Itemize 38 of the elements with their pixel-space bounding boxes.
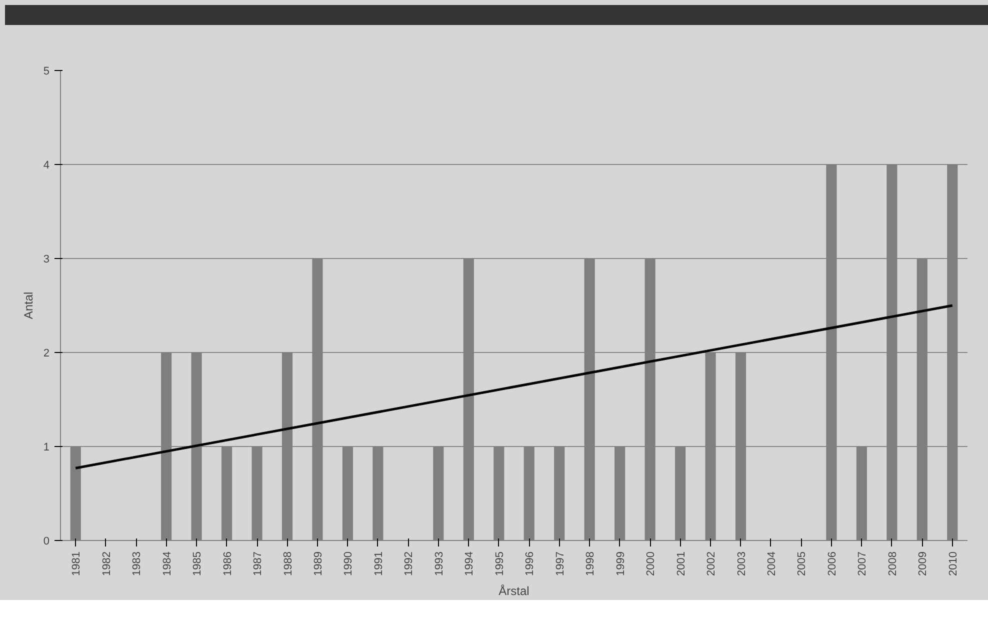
x-tick-label: 1992 [403, 551, 416, 576]
x-tick-label: 2000 [645, 551, 658, 576]
x-tick-label: 1984 [161, 551, 174, 576]
x-tick-label: 1985 [192, 551, 204, 576]
x-tick-label: 1999 [614, 551, 627, 576]
x-tick-label: 2010 [947, 551, 960, 576]
y-tick-label: 4 [43, 160, 50, 172]
x-tick-label: 1988 [282, 551, 294, 576]
x-tick-label: 1987 [252, 551, 264, 576]
x-tick-label: 1991 [372, 551, 385, 576]
x-tick-label: 1996 [524, 551, 536, 576]
x-tick-label: 1998 [584, 551, 597, 576]
y-tick-label: 1 [43, 442, 50, 454]
x-tick-label: 1989 [312, 551, 324, 576]
y-tick-label: 3 [43, 254, 50, 266]
y-tick-label: 2 [43, 348, 50, 360]
x-tick-label: 2005 [796, 551, 808, 576]
x-tick-label: 1993 [433, 551, 446, 576]
x-tick-label: 2004 [766, 551, 778, 576]
x-tick-label: 2007 [856, 551, 869, 576]
x-tick-label: 2008 [886, 551, 899, 576]
x-tick-label: 1994 [464, 551, 476, 576]
x-tick-label: 1995 [494, 551, 506, 576]
x-tick-label: 1981 [70, 551, 83, 576]
y-axis-title: Antal [21, 292, 36, 320]
x-tick-label: 2001 [675, 551, 688, 576]
x-tick-label: 1997 [554, 551, 566, 576]
x-tick-label: 1983 [131, 551, 144, 576]
x-tick-label: 1990 [342, 551, 355, 576]
x-tick-label: 2003 [736, 551, 748, 576]
y-tick-label: 0 [43, 536, 50, 548]
x-tick-label: 2009 [917, 551, 930, 576]
x-tick-label: 1986 [222, 551, 234, 576]
y-tick-label: 5 [43, 66, 50, 78]
x-tick-label: 2002 [706, 551, 718, 576]
x-tick-label: 2006 [826, 551, 838, 576]
x-axis-title: Årstal [498, 584, 530, 598]
x-tick-label: 1982 [100, 551, 113, 576]
